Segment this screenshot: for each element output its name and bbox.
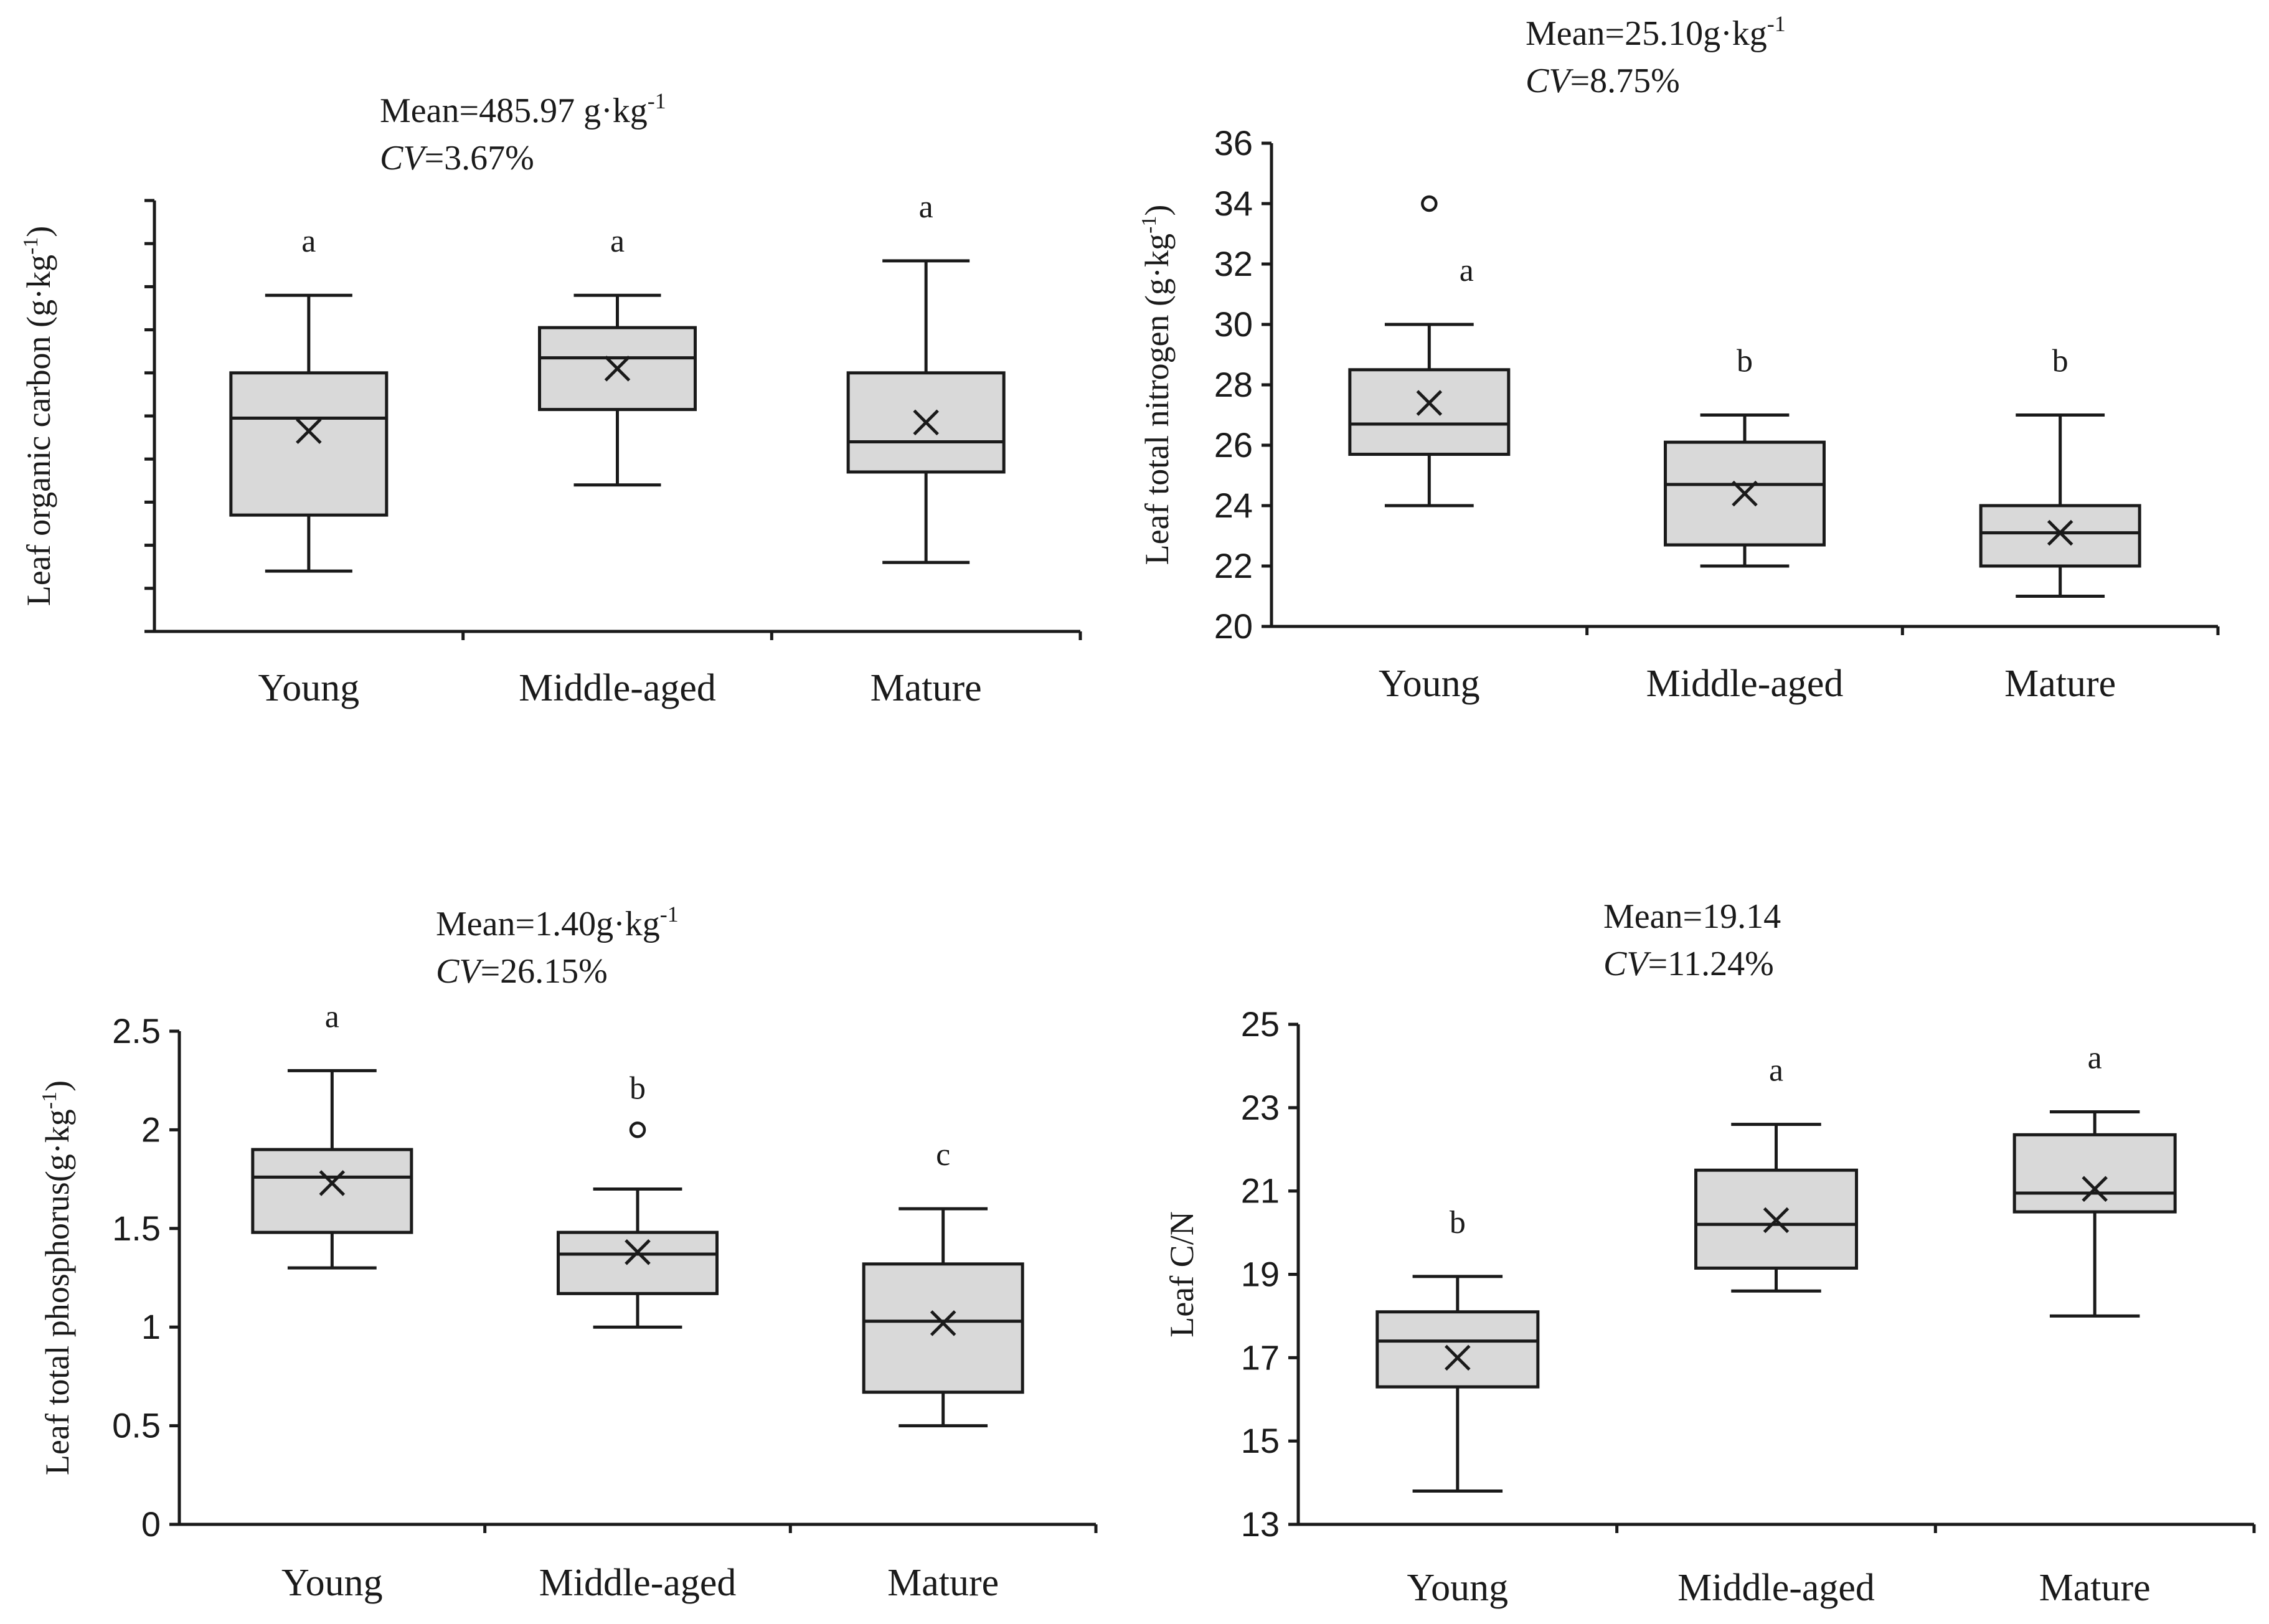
category-label: Young [258, 667, 360, 709]
y-tick-label: 0 [141, 1504, 161, 1544]
box-mature: a [846, 189, 1006, 564]
box-young: a [229, 224, 389, 573]
y-tick-label: 2 [141, 1110, 161, 1149]
mean-annotation: Mean=1.40g·kg-1 [436, 902, 679, 943]
box-middle-aged: a [538, 224, 697, 487]
significance-letter: a [325, 999, 339, 1034]
box-young: a [1348, 195, 1511, 507]
y-axis-label: Leaf organic carbon (g·kg-1) [19, 226, 57, 607]
category-label: Mature [887, 1562, 999, 1604]
box-middle-aged: a [1694, 1053, 1858, 1293]
box-mature: a [2012, 1041, 2177, 1318]
mean-marker [319, 1170, 346, 1196]
iqr-box [1375, 1310, 1540, 1389]
significance-letter: a [1769, 1053, 1783, 1088]
mean-annotation: Mean=485.97 g·kg-1 [380, 88, 666, 130]
y-tick-label: 0.5 [112, 1406, 161, 1445]
mean-marker [2082, 1176, 2108, 1202]
mean-marker [625, 1239, 651, 1265]
box-young: b [1375, 1205, 1540, 1493]
y-tick-label: 21 [1241, 1171, 1280, 1211]
category-label: Middle-aged [539, 1562, 737, 1604]
iqr-box [251, 1148, 413, 1234]
cv-annotation: CV=26.15% [436, 952, 608, 991]
cv-annotation: CV=11.24% [1603, 945, 1774, 983]
y-tick-label: 1.5 [112, 1209, 161, 1248]
significance-letter: a [919, 189, 933, 225]
box-middle-aged: b [557, 1070, 719, 1329]
significance-letter: b [1737, 344, 1753, 379]
mean-marker [913, 409, 939, 436]
y-tick-label: 23 [1241, 1088, 1280, 1127]
category-label: Mature [2004, 663, 2116, 705]
category-label: Young [281, 1562, 383, 1604]
mean-marker [1416, 390, 1443, 416]
category-label: Middle-aged [1677, 1567, 1875, 1609]
y-tick-label: 1 [141, 1307, 161, 1346]
iqr-box [1348, 368, 1511, 456]
y-tick-label: 34 [1214, 184, 1253, 223]
chart-panel-carbon: Mean=485.97 g·kg-1 CV=3.67% Leaf organic c… [19, 88, 1082, 709]
iqr-box [1694, 1168, 1858, 1270]
iqr-box [557, 1230, 719, 1295]
y-tick-label: 24 [1214, 486, 1253, 525]
y-tick-label: 22 [1214, 546, 1253, 585]
box-middle-aged: b [1664, 344, 1826, 568]
mean-marker [604, 356, 631, 382]
iqr-box [862, 1262, 1024, 1394]
y-tick-label: 19 [1241, 1255, 1280, 1294]
chart-panel-nitrogen: Mean=25.10g·kg-1 CV=8.75% 20 22 24 26 28 30 32 34… [1138, 11, 2220, 705]
category-label: Middle-aged [1646, 663, 1844, 705]
outlier-point [629, 1121, 646, 1138]
mean-marker [1732, 480, 1758, 507]
box-young: a [251, 999, 413, 1270]
y-tick-label: 32 [1214, 244, 1253, 283]
y-tick-label: 20 [1214, 607, 1253, 646]
chart-panel-cn: Mean=19.14 CV=11.24% 13 15 17 19 21 23 25 Leaf C/… [1163, 897, 2256, 1609]
significance-letter: a [610, 224, 625, 259]
y-axis-label: Leaf total phosphorus(g·kg-1) [38, 1080, 76, 1475]
significance-letter: a [301, 224, 316, 259]
mean-annotation: Mean=19.14 [1603, 897, 1781, 936]
mean-annotation: Mean=25.10g·kg-1 [1526, 11, 1786, 53]
y-tick-label: 36 [1214, 123, 1253, 163]
significance-letter: a [2088, 1041, 2102, 1076]
mean-marker [2047, 519, 2073, 546]
y-axis-label: Leaf C/N [1163, 1211, 1201, 1337]
y-tick-label: 15 [1241, 1421, 1280, 1460]
y-tick-label: 28 [1214, 365, 1253, 404]
category-label: Young [1379, 663, 1480, 705]
significance-letter: c [936, 1137, 950, 1173]
y-axis-label: Leaf total nitrogen (g·kg-1) [1138, 205, 1176, 565]
box-mature: b [1979, 344, 2141, 598]
cv-annotation: CV=3.67% [380, 139, 534, 177]
iqr-box [2012, 1133, 2177, 1214]
y-tick-label: 13 [1241, 1504, 1280, 1544]
mean-marker [296, 418, 322, 444]
y-tick-label: 2.5 [112, 1011, 161, 1050]
category-label: Young [1407, 1567, 1509, 1609]
y-tick-label: 26 [1214, 425, 1253, 465]
mean-marker [1445, 1344, 1471, 1371]
category-label: Middle-aged [519, 667, 716, 709]
mean-marker [1763, 1207, 1790, 1234]
iqr-box [1979, 504, 2141, 568]
significance-letter: b [1450, 1205, 1466, 1240]
chart-panel-phosphorus: Mean=1.40g·kg-1 CV=26.15% 0 0.5 1 1.5 2 2.5 Leaf… [38, 902, 1098, 1604]
outlier-point [1421, 195, 1438, 212]
mean-marker [930, 1310, 956, 1336]
y-tick-label: 17 [1241, 1338, 1280, 1377]
y-tick-label: 30 [1214, 304, 1253, 344]
category-label: Mature [2039, 1567, 2151, 1609]
y-tick-label: 25 [1241, 1004, 1280, 1044]
cv-annotation: CV=8.75% [1526, 62, 1680, 100]
significance-letter: b [630, 1070, 646, 1106]
box-mature: c [862, 1137, 1024, 1428]
category-label: Mature [870, 667, 982, 709]
iqr-box [229, 371, 389, 517]
significance-letter: b [2052, 344, 2069, 379]
significance-letter: a [1460, 253, 1474, 288]
